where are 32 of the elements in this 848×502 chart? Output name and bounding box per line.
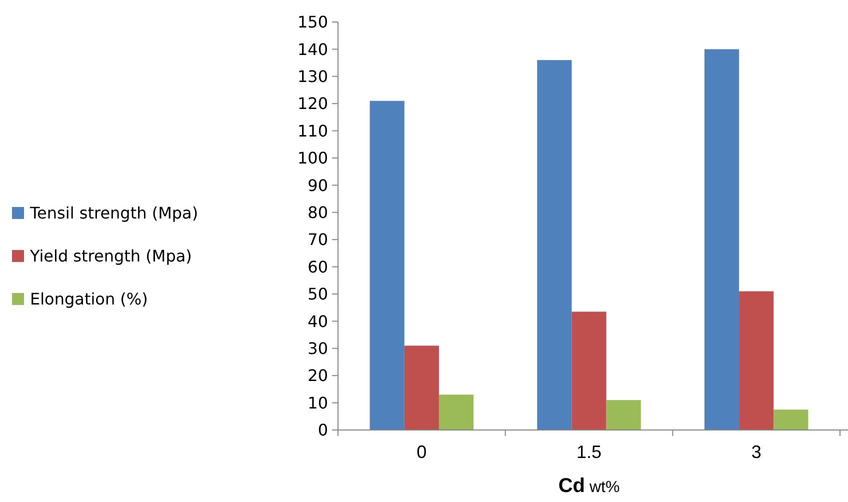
y-tick-label: 30 [308, 339, 328, 358]
y-tick-label: 0 [318, 420, 328, 440]
y-tick-label: 100 [297, 148, 328, 168]
y-tick-label: 90 [308, 176, 328, 195]
y-tick-label: 140 [297, 40, 328, 59]
y-tick-label: 110 [297, 121, 328, 140]
bar [404, 346, 439, 430]
bar [537, 60, 572, 430]
bar [606, 400, 641, 430]
y-tick-label: 70 [308, 230, 328, 250]
y-tick-label: 50 [308, 284, 328, 304]
bar [774, 410, 808, 430]
y-tick-label: 10 [308, 393, 328, 412]
y-tick-label: 40 [308, 312, 328, 331]
y-tick-label: 150 [297, 12, 328, 32]
legend-label: Tensil strength (Mpa) [29, 204, 198, 223]
y-tick-label: 60 [308, 257, 328, 276]
legend-label: Yield strength (Mpa) [29, 246, 192, 266]
bar [572, 312, 606, 430]
x-tick-label: 0 [416, 442, 427, 462]
x-tick-label: 1.5 [576, 442, 602, 462]
bar [704, 49, 740, 430]
bar [739, 291, 774, 430]
bar [370, 100, 404, 430]
y-tick-label: 120 [297, 94, 328, 114]
y-tick-label: 80 [308, 203, 328, 222]
x-axis-title: Cd wt% [558, 475, 620, 497]
legend-label: Elongation (%) [30, 290, 148, 309]
y-tick-label: 20 [308, 366, 328, 386]
bar [438, 394, 474, 430]
x-tick-label: 3 [751, 442, 762, 462]
y-tick-label: 130 [297, 67, 328, 86]
